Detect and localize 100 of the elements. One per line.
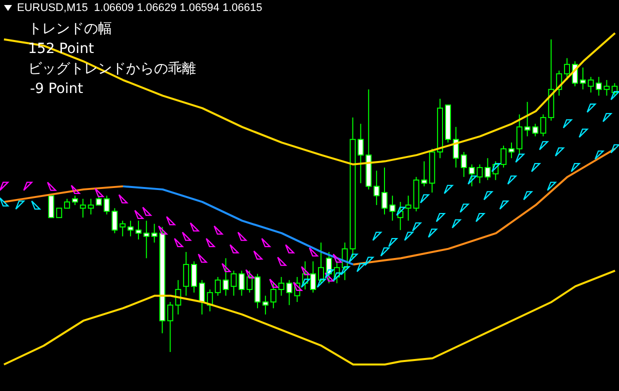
point (166, 216, 176, 226)
candlestick (500, 145, 507, 168)
candlestick (88, 198, 94, 215)
point (515, 154, 524, 163)
point (46, 182, 56, 191)
point (332, 272, 342, 282)
point (70, 184, 80, 194)
candlestick (262, 295, 268, 315)
candlestick (580, 67, 586, 90)
candlestick (421, 160, 428, 187)
point (610, 91, 619, 100)
point (610, 144, 619, 154)
point (308, 247, 318, 257)
point (444, 184, 453, 194)
candlestick (191, 260, 198, 294)
text: トレンドの幅 (28, 20, 113, 39)
candlestick (310, 260, 316, 294)
candlestick (64, 198, 70, 209)
annotation: 152 Point (28, 40, 95, 59)
point (380, 247, 390, 257)
candlestick (151, 223, 158, 244)
point (300, 266, 310, 276)
point (554, 147, 564, 157)
point (602, 112, 612, 122)
candlestick (564, 58, 570, 81)
point (94, 188, 104, 198)
point (245, 269, 255, 278)
candlestick (48, 195, 54, 218)
point (285, 244, 294, 254)
point (142, 206, 152, 216)
candlestick (56, 208, 62, 218)
candlestick (381, 167, 388, 215)
candlestick (143, 220, 150, 259)
point (531, 162, 540, 172)
point (277, 256, 286, 266)
point (420, 194, 430, 204)
candlestick (278, 276, 284, 296)
candlestick (246, 270, 253, 294)
point (476, 212, 485, 222)
point (594, 150, 604, 160)
point (253, 250, 263, 260)
point (562, 119, 572, 128)
point (15, 200, 24, 210)
candlestick (120, 220, 126, 237)
point (23, 182, 32, 191)
point (237, 232, 247, 241)
point (214, 225, 223, 235)
candlestick (238, 270, 245, 296)
point (539, 141, 548, 150)
candlestick (508, 142, 514, 159)
candlestick (135, 220, 142, 240)
point (499, 200, 509, 210)
point (340, 266, 350, 276)
candlestick (214, 276, 221, 296)
point (578, 128, 588, 138)
point (198, 254, 207, 263)
point (388, 238, 398, 248)
point (412, 222, 422, 232)
candlestick (72, 195, 78, 206)
point (523, 191, 532, 200)
point (364, 256, 374, 266)
point (174, 238, 184, 248)
point (348, 254, 358, 263)
point (31, 200, 40, 210)
point (570, 162, 580, 172)
point (404, 232, 414, 241)
point (324, 272, 334, 282)
point (261, 238, 270, 248)
candlestick (389, 195, 396, 222)
candlestick (128, 220, 134, 237)
point (324, 269, 334, 278)
point (452, 219, 461, 228)
point (546, 182, 556, 191)
point (269, 278, 278, 288)
point (507, 175, 516, 185)
candlestick (112, 208, 118, 234)
candlestick (183, 251, 190, 296)
candlestick (374, 170, 380, 206)
candlestick (524, 101, 530, 137)
point (292, 282, 302, 291)
candlestick (80, 198, 86, 218)
point (586, 104, 596, 113)
point (300, 278, 310, 288)
point (332, 254, 342, 263)
point (0, 197, 9, 207)
annotation: -9 Point (30, 80, 84, 99)
point (460, 204, 469, 213)
candlestick (460, 151, 467, 178)
candlestick (198, 280, 205, 315)
point (158, 225, 168, 235)
candlestick (484, 158, 491, 181)
point (436, 212, 446, 222)
point (134, 210, 144, 220)
point (230, 244, 239, 254)
point (356, 262, 366, 272)
point (0, 182, 9, 191)
candlestick (588, 76, 594, 94)
point (372, 232, 382, 241)
point (483, 191, 493, 200)
point (468, 175, 477, 185)
